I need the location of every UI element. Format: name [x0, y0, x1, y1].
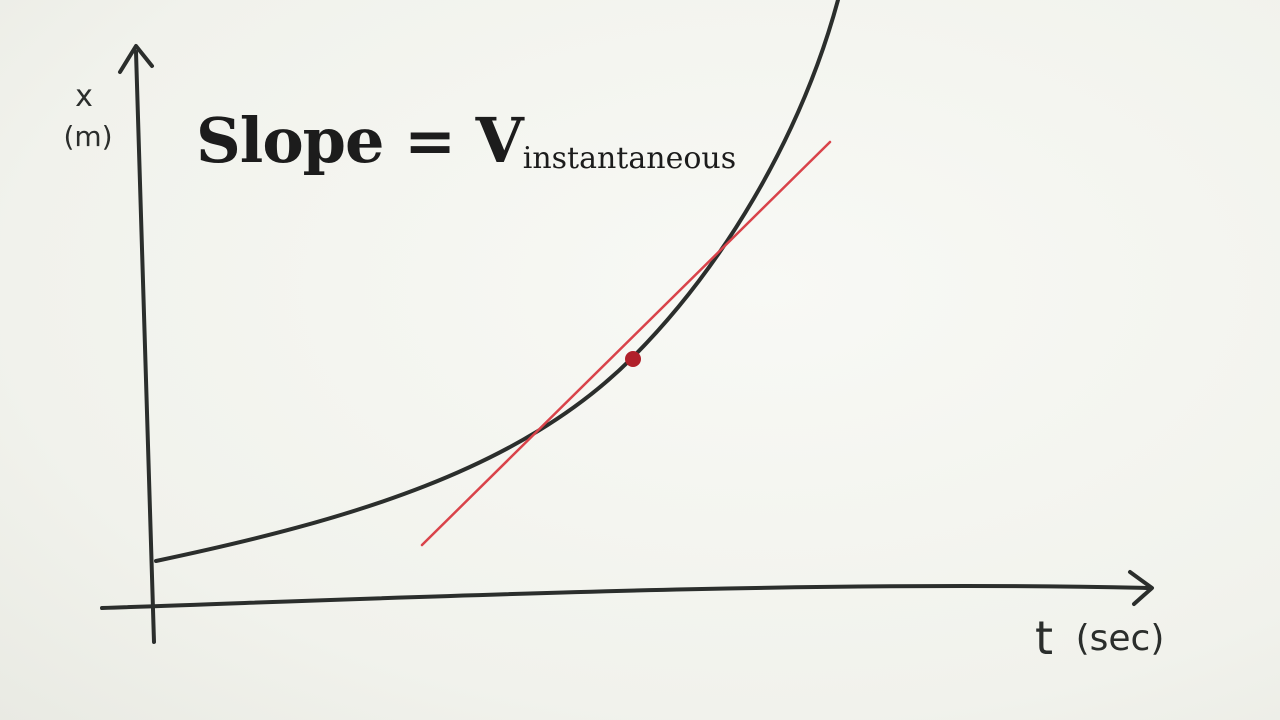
- equation-lhs: Slope: [196, 104, 384, 177]
- tangent-point: [625, 351, 641, 367]
- x-axis-arrowhead: [1128, 570, 1154, 606]
- y-axis-label-variable: x: [75, 79, 93, 114]
- x-axis-label-variable: t: [1035, 611, 1053, 665]
- equation-subscript: instantaneous: [522, 141, 737, 176]
- slope-equation: Slope = Vinstantaneous: [196, 104, 736, 177]
- position-curve: [154, 0, 840, 563]
- y-axis: [134, 50, 156, 644]
- tangent-line: [420, 140, 832, 547]
- x-axis-label-unit: (sec): [1076, 618, 1165, 659]
- x-axis: [100, 584, 1152, 610]
- equation-symbol: V: [475, 104, 524, 177]
- y-axis-label-unit: (m): [63, 120, 112, 153]
- equation-equals: =: [404, 104, 456, 177]
- y-axis-arrowhead: [118, 44, 154, 74]
